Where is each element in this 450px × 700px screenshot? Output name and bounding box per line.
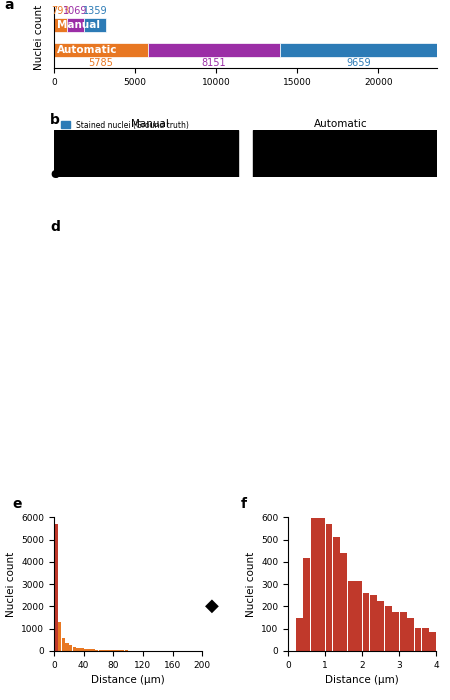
Bar: [348, 581, 355, 651]
Text: Manual: Manual: [130, 119, 169, 129]
Bar: [253, 130, 436, 176]
Text: a: a: [4, 0, 14, 12]
Bar: [80, 648, 84, 651]
Bar: [363, 593, 369, 651]
Bar: [296, 617, 303, 651]
Text: 1069: 1069: [63, 6, 88, 17]
Text: e: e: [13, 496, 22, 510]
Bar: [333, 538, 340, 651]
Legend: Stained nuclei (Ground truth), Generated nuclei (From cytoskeleton), Matched nuc: Stained nuclei (Ground truth), Generated…: [58, 118, 224, 158]
Text: f: f: [241, 496, 247, 510]
Bar: [422, 628, 429, 651]
Bar: [84, 649, 87, 651]
Bar: [65, 643, 69, 651]
Bar: [318, 519, 325, 651]
Bar: [414, 628, 421, 651]
Bar: [407, 617, 414, 651]
Bar: [106, 650, 109, 651]
Y-axis label: Nuclei count: Nuclei count: [246, 552, 256, 617]
Bar: [58, 622, 61, 651]
Bar: [280, 43, 436, 57]
Bar: [69, 645, 72, 651]
Bar: [355, 581, 362, 651]
Text: b: b: [50, 113, 60, 127]
Bar: [378, 601, 384, 651]
Bar: [54, 18, 67, 32]
Text: 793: 793: [51, 6, 70, 17]
Text: d: d: [50, 220, 60, 234]
Bar: [370, 595, 377, 651]
Bar: [87, 649, 91, 651]
Bar: [91, 650, 94, 651]
Bar: [110, 650, 113, 651]
Bar: [429, 632, 436, 651]
Text: Automatic: Automatic: [314, 119, 368, 129]
Text: 1359: 1359: [83, 6, 108, 17]
Bar: [148, 43, 280, 57]
Bar: [392, 612, 399, 651]
Text: 5785: 5785: [89, 58, 113, 69]
Text: Manual: Manual: [57, 20, 100, 29]
Bar: [54, 524, 58, 651]
Bar: [113, 650, 117, 651]
Bar: [54, 130, 238, 176]
Y-axis label: Nuclei count: Nuclei count: [6, 552, 16, 617]
Text: ◆: ◆: [205, 596, 218, 615]
X-axis label: Distance (μm): Distance (μm): [325, 676, 399, 685]
Bar: [102, 650, 106, 651]
Bar: [326, 524, 333, 651]
Bar: [54, 43, 148, 57]
Text: 9659: 9659: [346, 58, 370, 69]
Bar: [67, 18, 84, 32]
Text: 8151: 8151: [202, 58, 226, 69]
Bar: [84, 18, 106, 32]
Bar: [76, 648, 80, 651]
Bar: [400, 612, 406, 651]
Text: Automatic: Automatic: [57, 45, 118, 55]
Bar: [95, 650, 99, 651]
X-axis label: Distance (μm): Distance (μm): [91, 676, 165, 685]
Bar: [303, 559, 310, 651]
Y-axis label: Nuclei count: Nuclei count: [34, 5, 44, 70]
Bar: [311, 519, 318, 651]
Bar: [99, 650, 102, 651]
Bar: [62, 638, 65, 651]
Bar: [341, 553, 347, 651]
Text: c: c: [50, 167, 58, 181]
Bar: [72, 647, 76, 651]
Bar: [385, 606, 392, 651]
